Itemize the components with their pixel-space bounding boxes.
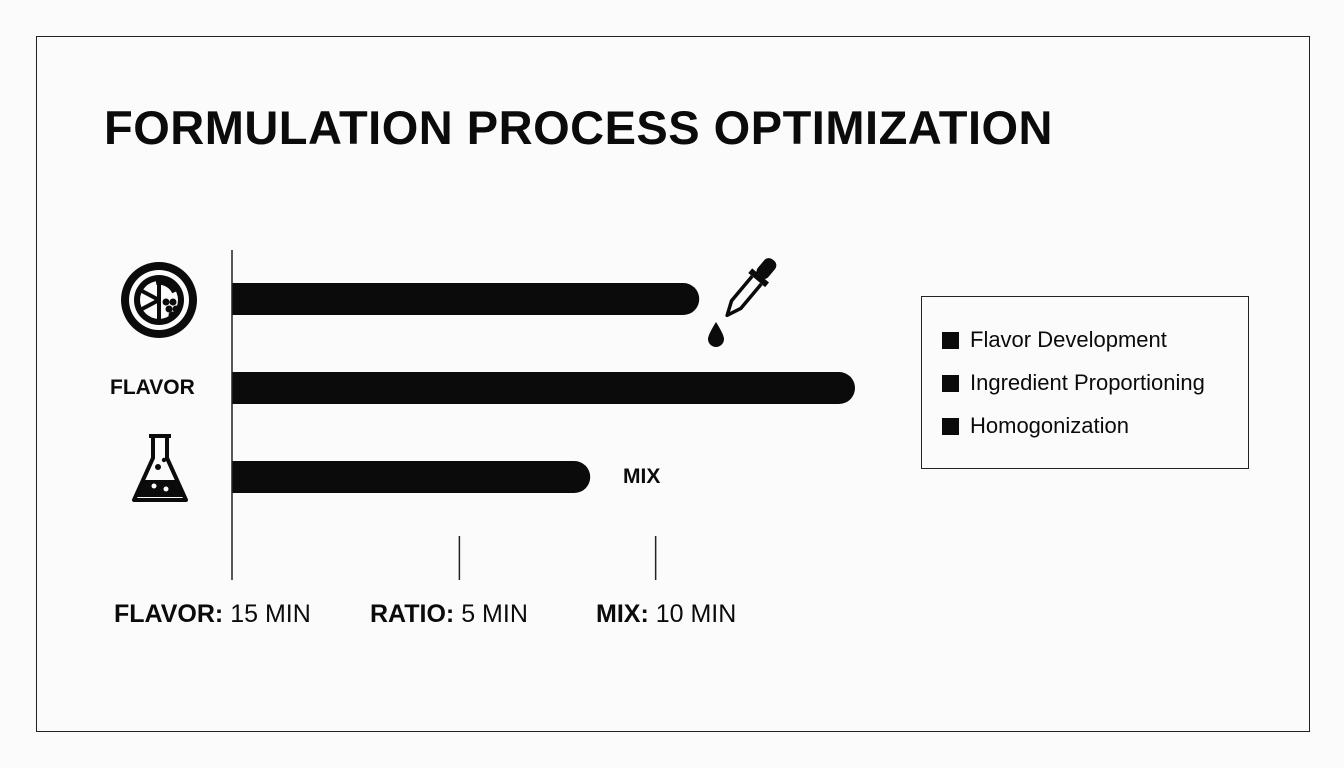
tick-label-flavor-value: 15 MIN (223, 600, 311, 628)
legend-label: Homogonization (970, 413, 1129, 438)
legend-swatch (942, 331, 959, 349)
tick-label-flavor-key: FLAVOR: (114, 600, 224, 628)
x-ticks-group (458, 536, 657, 580)
tick-label-ratio-value: 5 MIN (454, 600, 528, 628)
legend-swatch (942, 417, 959, 435)
dropper-icon (725, 258, 777, 318)
drop-icon (708, 322, 724, 347)
bar-homogonization (232, 461, 591, 493)
legend-item-homogonization: Homogonization (942, 413, 1129, 439)
tick-label-mix-key: MIX: (596, 600, 649, 628)
tick-label-mix: MIX: 10 MIN (596, 600, 736, 629)
tick-label-flavor: FLAVOR: 15 MIN (114, 600, 311, 629)
bars-group (232, 283, 855, 493)
legend-swatch (942, 374, 959, 392)
bar-ingredient-proportioning (232, 372, 855, 404)
legend: Flavor Development Ingredient Proportion… (921, 296, 1249, 469)
row-label-flavor: FLAVOR (110, 376, 195, 399)
chart-title: FORMULATION PROCESS OPTIMIZATION (104, 101, 1054, 154)
legend-label: Flavor Development (970, 327, 1167, 352)
bar-flavor-development (232, 283, 700, 315)
flask-icon (132, 434, 188, 502)
tick-label-ratio: RATIO: 5 MIN (370, 600, 528, 629)
legend-item-flavor-development: Flavor Development (942, 327, 1167, 353)
grape-wheel-icon (121, 262, 197, 338)
bar-end-label-mix: MIX (623, 465, 661, 488)
chart-frame (36, 36, 1310, 732)
legend-item-ingredient-proportioning: Ingredient Proportioning (942, 370, 1205, 396)
tick-label-ratio-key: RATIO: (370, 600, 455, 628)
legend-label: Ingredient Proportioning (970, 370, 1205, 395)
tick-label-mix-value: 10 MIN (648, 600, 737, 628)
